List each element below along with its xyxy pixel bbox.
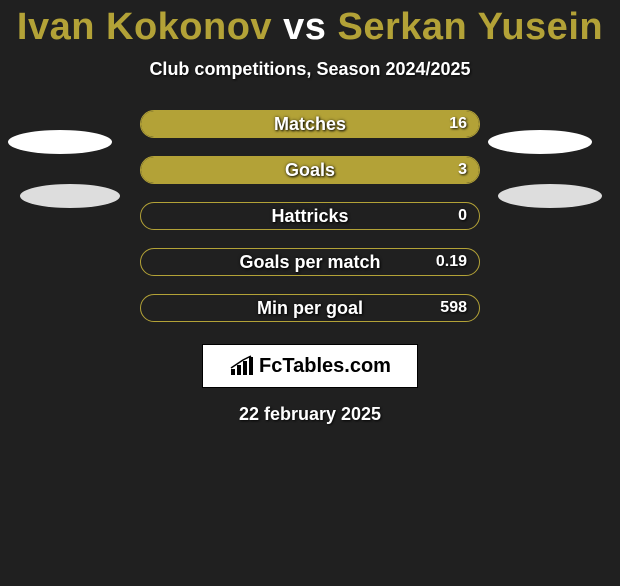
stat-bar-value: 598: [440, 295, 467, 321]
comparison-title: Ivan Kokonov vs Serkan Yusein: [0, 6, 620, 49]
stat-bar: Goals3: [140, 156, 480, 184]
vs-text: vs: [283, 6, 326, 48]
bar-chart-icon: [229, 355, 255, 377]
stat-bar-value: 16: [449, 111, 467, 137]
stat-bar: Goals per match0.19: [140, 248, 480, 276]
player2-name: Serkan Yusein: [337, 6, 603, 48]
player1-name: Ivan Kokonov: [17, 6, 272, 48]
badge-text: FcTables.com: [259, 355, 391, 378]
stat-bar: Min per goal598: [140, 294, 480, 322]
stat-bar-label: Hattricks: [141, 203, 479, 229]
stat-bar-label: Goals: [141, 157, 479, 183]
stat-bar-value: 3: [458, 157, 467, 183]
stat-bar-value: 0.19: [436, 249, 467, 275]
stat-bar-label: Matches: [141, 111, 479, 137]
side-ellipse-right2: [498, 184, 602, 208]
stat-bar-label: Goals per match: [141, 249, 479, 275]
stat-bar-label: Min per goal: [141, 295, 479, 321]
fctables-badge[interactable]: FcTables.com: [202, 344, 418, 388]
stat-bar: Hattricks0: [140, 202, 480, 230]
side-ellipse-left2: [20, 184, 120, 208]
side-ellipse-left1: [8, 130, 112, 154]
subtitle: Club competitions, Season 2024/2025: [0, 59, 620, 80]
date-text: 22 february 2025: [0, 404, 620, 425]
stat-bars: Matches16 Goals3 Hattricks0 Goals per match…: [140, 110, 480, 322]
stat-bar: Matches16: [140, 110, 480, 138]
stat-bar-value: 0: [458, 203, 467, 229]
side-ellipse-right1: [488, 130, 592, 154]
